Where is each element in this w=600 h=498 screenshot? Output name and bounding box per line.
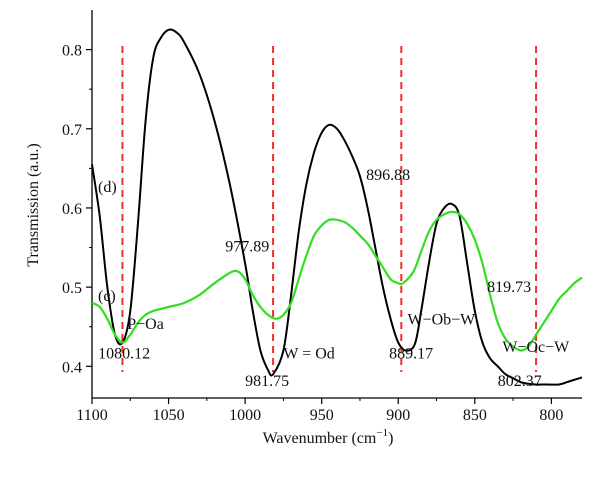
x-axis-title-end: ) <box>388 430 393 447</box>
x-tick-label: 800 <box>539 407 563 424</box>
peak-annotation: 896.88 <box>366 167 410 184</box>
y-axis-title: Transmission (a.u.) <box>25 143 42 266</box>
peak-annotation: 802.37 <box>498 373 542 390</box>
peak-annotation: W−Oc−W <box>502 339 570 356</box>
series-layer <box>91 28 583 386</box>
plot-area: 1100 1050 1000 950 900 850 800 0.4 0.5 0.6 0.7 0.8… <box>62 10 583 424</box>
x-tick-label: 1100 <box>76 407 107 424</box>
peak-annotation: P−Oa <box>127 316 164 333</box>
annotations: P−Oa 1080.12 W = Od 981.75 977.89 896.88 889.1… <box>98 167 570 390</box>
x-tick-label: 1050 <box>153 407 185 424</box>
peak-annotation: W = Od <box>283 345 334 362</box>
x-axis-title-superscript: −1 <box>376 427 388 439</box>
x-tick-label: 900 <box>386 407 410 424</box>
y-tick-label: 0.5 <box>62 280 82 297</box>
y-tick-label: 0.8 <box>62 43 82 60</box>
x-tick-label: 1000 <box>229 407 261 424</box>
y-tick-label: 0.7 <box>62 122 82 139</box>
x-tick-label: 950 <box>310 407 334 424</box>
series-line-d <box>91 28 583 386</box>
peak-annotation: 981.75 <box>245 373 289 390</box>
x-axis-title: Wavenumber (cm−1) <box>263 427 394 447</box>
series-line-c <box>91 210 583 352</box>
x-axis-title-main: Wavenumber (cm <box>263 430 377 447</box>
series-label-d: (d) <box>98 179 117 196</box>
series-labels: (d) (c) <box>98 179 117 305</box>
y-tick-label: 0.6 <box>62 201 82 218</box>
peak-annotation: 977.89 <box>225 239 269 256</box>
reference-lines <box>121 46 538 372</box>
peak-annotation: 819.73 <box>487 279 531 296</box>
x-ticks: 1100 1050 1000 950 900 850 800 <box>76 398 563 424</box>
y-tick-label: 0.4 <box>62 359 82 376</box>
y-ticks: 0.4 0.5 0.6 0.7 0.8 <box>62 43 92 376</box>
peak-annotation: 1080.12 <box>98 345 150 362</box>
series-label-c: (c) <box>98 288 116 305</box>
peak-annotation: W−Ob−W <box>407 311 476 328</box>
peak-annotation: 889.17 <box>389 345 433 362</box>
x-tick-label: 850 <box>463 407 487 424</box>
